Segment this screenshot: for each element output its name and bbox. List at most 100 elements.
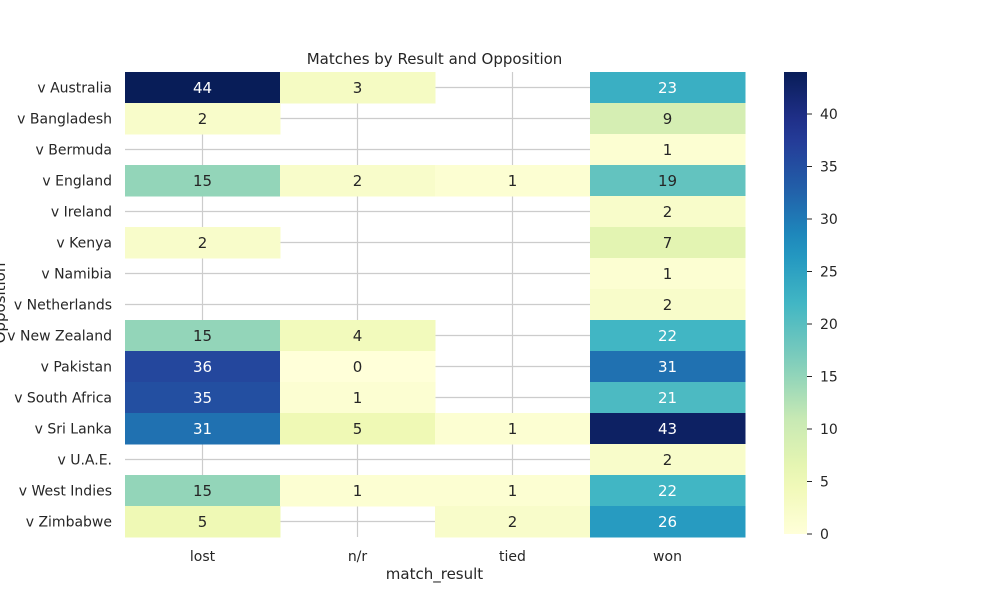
cell-value-label: 1: [353, 482, 363, 500]
heatmap-cell-v-zimbabwe-tied: [435, 506, 591, 538]
y-axis-ticks: v Australia v Bangladesh v Bermuda v Englan…: [7, 81, 112, 531]
y-tick-label: v Bangladesh: [17, 112, 112, 128]
y-tick-label: v Pakistan: [41, 360, 112, 376]
heatmap-cell-v-england-tied: [435, 165, 591, 197]
y-tick-label: v New Zealand: [7, 329, 112, 345]
heatmap-cells: [125, 72, 746, 538]
heatmap-cell-v-ireland-won: [590, 196, 746, 228]
heatmap-cell-v-sri-lanka-tied: [435, 413, 591, 445]
heatmap-cell-v-south-africa-n-r: [280, 382, 436, 414]
cell-value-label: 1: [508, 172, 518, 190]
heatmap-cell-v-zimbabwe-won: [590, 506, 746, 538]
x-tick-label: won: [653, 549, 682, 565]
cell-value-label: 2: [353, 172, 363, 190]
cell-value-label: 23: [658, 79, 677, 97]
x-tick-label: lost: [190, 549, 216, 565]
colorbar-tick-label: 30: [820, 212, 838, 228]
cell-value-label: 2: [198, 110, 208, 128]
heatmap-cell-v-bangladesh-won: [590, 103, 746, 135]
heatmap-cell-v-netherlands-won: [590, 289, 746, 321]
heatmap-cell-v-new-zealand-won: [590, 320, 746, 352]
cell-value-label: 5: [353, 420, 363, 438]
cell-value-label: 2: [508, 513, 518, 531]
colorbar-tick-label: 20: [820, 317, 838, 333]
heatmap-cell-v-west-indies-won: [590, 475, 746, 507]
cell-value-label: 44: [193, 79, 212, 97]
colorbar-tick-label: 35: [820, 160, 838, 176]
colorbar-tick-label: 15: [820, 370, 838, 386]
y-tick-label: v Australia: [37, 81, 112, 97]
colorbar: [784, 72, 807, 534]
colorbar-tick-label: 5: [820, 475, 829, 491]
cell-value-label: 1: [508, 420, 518, 438]
heatmap-cell-v-zimbabwe-lost: [125, 506, 281, 538]
cell-value-label: 1: [663, 265, 673, 283]
heatmap-cell-v-u-a-e-won: [590, 444, 746, 476]
heatmap-cell-v-pakistan-won: [590, 351, 746, 383]
cell-value-label: 22: [658, 482, 677, 500]
cell-value-label: 35: [193, 389, 212, 407]
x-tick-label: n/r: [348, 549, 368, 565]
heatmap-cell-v-west-indies-lost: [125, 475, 281, 507]
heatmap-cell-v-west-indies-tied: [435, 475, 591, 507]
colorbar-ticks: 0 5 10 15 20 25 30 35 40: [807, 107, 838, 543]
cell-value-label: 4: [353, 327, 363, 345]
cell-value-label: 15: [193, 172, 212, 190]
heatmap-cell-v-england-n-r: [280, 165, 436, 197]
cell-value-label: 9: [663, 110, 673, 128]
x-axis-label: match_result: [386, 565, 483, 584]
heatmap-cell-v-sri-lanka-lost: [125, 413, 281, 445]
y-tick-label: v Bermuda: [36, 143, 112, 159]
heatmap-cell-v-australia-n-r: [280, 72, 436, 104]
cell-value-label: 19: [658, 172, 677, 190]
colorbar-tick-label: 40: [820, 107, 838, 123]
heatmap-cell-v-new-zealand-n-r: [280, 320, 436, 352]
cell-value-label: 2: [198, 234, 208, 252]
y-tick-label: v U.A.E.: [57, 453, 112, 469]
heatmap-cell-v-kenya-lost: [125, 227, 281, 259]
cell-value-label: 36: [193, 358, 212, 376]
cell-value-label: 21: [658, 389, 677, 407]
chart-title: Matches by Result and Opposition: [307, 50, 563, 68]
cell-value-label: 7: [663, 234, 673, 252]
y-tick-label: v Netherlands: [14, 298, 112, 314]
heatmap-cell-v-kenya-won: [590, 227, 746, 259]
colorbar-tick-label: 0: [820, 527, 829, 543]
y-tick-label: v England: [42, 174, 112, 190]
cell-value-label: 31: [193, 420, 212, 438]
y-tick-label: v Ireland: [51, 205, 112, 221]
y-tick-label: v West Indies: [19, 484, 112, 500]
heatmap-cell-v-bermuda-won: [590, 134, 746, 166]
colorbar-tick-label: 25: [820, 265, 838, 281]
cell-value-label: 2: [663, 296, 673, 314]
heatmap-cell-v-pakistan-lost: [125, 351, 281, 383]
cell-value-label: 3: [353, 79, 363, 97]
heatmap-cell-v-sri-lanka-n-r: [280, 413, 436, 445]
cell-value-label: 43: [658, 420, 677, 438]
y-tick-label: v Zimbabwe: [26, 515, 112, 531]
heatmap-cell-v-west-indies-n-r: [280, 475, 436, 507]
heatmap-cell-v-australia-won: [590, 72, 746, 104]
cell-value-label: 26: [658, 513, 677, 531]
y-tick-label: v Kenya: [56, 236, 112, 252]
heatmap-cell-v-england-lost: [125, 165, 281, 197]
y-tick-label: v South Africa: [14, 391, 112, 407]
cell-value-label: 1: [508, 482, 518, 500]
heatmap-cell-v-australia-lost: [125, 72, 281, 104]
heatmap-cell-v-new-zealand-lost: [125, 320, 281, 352]
cell-value-label: 0: [353, 358, 363, 376]
cell-value-label: 2: [663, 451, 673, 469]
cell-value-label: 1: [663, 141, 673, 159]
heatmap-cell-v-south-africa-lost: [125, 382, 281, 414]
heatmap-cell-v-bangladesh-lost: [125, 103, 281, 135]
heatmap-cell-v-namibia-won: [590, 258, 746, 290]
x-tick-label: tied: [499, 549, 526, 565]
heatmap-cell-v-england-won: [590, 165, 746, 197]
cell-value-label: 5: [198, 513, 208, 531]
cell-value-label: 2: [663, 203, 673, 221]
colorbar-tick-label: 10: [820, 422, 838, 438]
heatmap-cell-v-south-africa-won: [590, 382, 746, 414]
heatmap-cell-v-sri-lanka-won: [590, 413, 746, 445]
